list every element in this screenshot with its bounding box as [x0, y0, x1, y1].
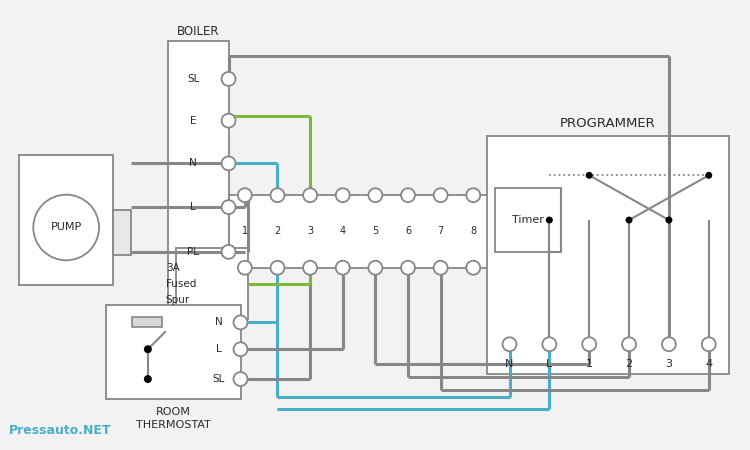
Text: L: L: [190, 202, 196, 212]
Circle shape: [238, 188, 252, 202]
Circle shape: [271, 261, 284, 274]
Bar: [176, 248, 248, 320]
Text: L: L: [546, 359, 553, 369]
Text: SL: SL: [187, 74, 200, 84]
Circle shape: [336, 261, 350, 274]
Bar: [113, 210, 131, 255]
Circle shape: [144, 375, 152, 383]
Circle shape: [466, 188, 480, 202]
Circle shape: [542, 338, 556, 351]
Text: Timer: Timer: [512, 215, 544, 225]
Text: 6: 6: [405, 226, 411, 236]
Bar: [494, 188, 561, 252]
Bar: [20, 155, 113, 285]
Circle shape: [221, 114, 236, 128]
Circle shape: [221, 157, 236, 171]
Text: THERMOSTAT: THERMOSTAT: [136, 420, 211, 430]
Bar: [487, 135, 729, 374]
Text: 4: 4: [340, 226, 346, 236]
Text: 3A: 3A: [166, 263, 179, 273]
Circle shape: [626, 216, 632, 224]
Text: 2: 2: [626, 359, 632, 369]
Text: ROOM: ROOM: [156, 407, 190, 417]
Bar: [106, 305, 241, 399]
Circle shape: [401, 188, 415, 202]
Text: 1: 1: [586, 359, 592, 369]
Text: 3: 3: [665, 359, 673, 369]
Text: Spur: Spur: [166, 295, 190, 305]
Circle shape: [368, 188, 382, 202]
Circle shape: [368, 261, 382, 274]
Circle shape: [221, 245, 236, 259]
Circle shape: [233, 342, 248, 356]
Text: N: N: [214, 317, 223, 328]
Text: 5: 5: [372, 226, 379, 236]
Text: E: E: [190, 116, 196, 126]
Text: SL: SL: [212, 374, 225, 384]
Text: L: L: [216, 344, 221, 354]
Circle shape: [433, 188, 448, 202]
Text: 7: 7: [437, 226, 444, 236]
Circle shape: [303, 188, 317, 202]
Circle shape: [466, 261, 480, 274]
Circle shape: [233, 315, 248, 329]
Bar: [168, 41, 229, 310]
Text: Pressauto.NET: Pressauto.NET: [9, 424, 112, 436]
Text: BOILER: BOILER: [177, 25, 220, 38]
Circle shape: [546, 216, 553, 224]
Circle shape: [271, 188, 284, 202]
Text: Fused: Fused: [166, 279, 196, 288]
Text: PL: PL: [188, 247, 200, 257]
Text: N: N: [190, 158, 197, 168]
Circle shape: [336, 188, 350, 202]
Circle shape: [702, 338, 715, 351]
Circle shape: [221, 72, 236, 86]
Text: 4: 4: [705, 359, 712, 369]
Circle shape: [662, 338, 676, 351]
Circle shape: [238, 261, 252, 274]
Circle shape: [433, 261, 448, 274]
Circle shape: [503, 338, 517, 351]
Text: 3: 3: [307, 226, 314, 236]
Circle shape: [221, 200, 236, 214]
Text: N: N: [506, 359, 514, 369]
Bar: [132, 317, 162, 327]
Circle shape: [401, 261, 415, 274]
Text: PUMP: PUMP: [50, 222, 82, 233]
Text: PROGRAMMER: PROGRAMMER: [560, 117, 656, 130]
Bar: [229, 195, 490, 268]
Circle shape: [622, 338, 636, 351]
Circle shape: [33, 195, 99, 260]
Text: 2: 2: [274, 226, 280, 236]
Circle shape: [705, 172, 712, 179]
Text: 8: 8: [470, 226, 476, 236]
Circle shape: [303, 261, 317, 274]
Circle shape: [586, 172, 592, 179]
Text: 1: 1: [242, 226, 248, 236]
Circle shape: [582, 338, 596, 351]
Circle shape: [233, 372, 248, 386]
Circle shape: [144, 345, 152, 353]
Circle shape: [665, 216, 673, 224]
